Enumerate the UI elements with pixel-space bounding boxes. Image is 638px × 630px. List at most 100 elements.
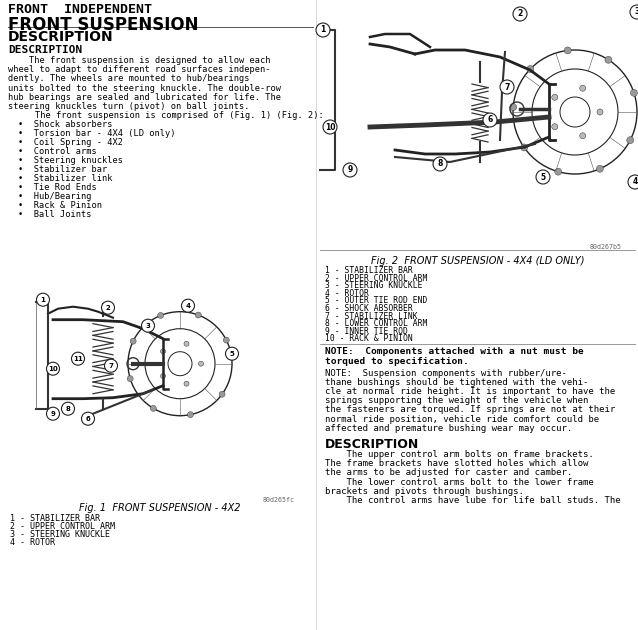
Text: The upper control arm bolts on frame brackets.: The upper control arm bolts on frame bra… <box>325 450 594 459</box>
Text: 6: 6 <box>85 416 91 421</box>
Circle shape <box>527 66 534 72</box>
Circle shape <box>184 341 189 347</box>
Text: 1: 1 <box>41 297 45 302</box>
Circle shape <box>225 347 239 360</box>
Circle shape <box>630 89 637 96</box>
Text: •  Stabilizer link: • Stabilizer link <box>18 175 112 183</box>
Text: 80d265fc: 80d265fc <box>263 497 295 503</box>
Circle shape <box>597 165 604 172</box>
Circle shape <box>161 374 165 379</box>
Text: 6 - SHOCK ABSORBER: 6 - SHOCK ABSORBER <box>325 304 413 313</box>
Circle shape <box>510 104 517 111</box>
Circle shape <box>500 80 514 94</box>
Circle shape <box>223 337 229 343</box>
Text: 2: 2 <box>517 9 523 18</box>
Text: 4: 4 <box>632 178 637 186</box>
Text: 7: 7 <box>108 363 114 369</box>
Circle shape <box>198 361 204 366</box>
Circle shape <box>181 299 195 312</box>
Text: FRONT SUSPENSION: FRONT SUSPENSION <box>8 16 198 34</box>
Text: FRONT  INDEPENDENT: FRONT INDEPENDENT <box>8 3 152 16</box>
Text: Fig. 1  FRONT SUSPENSION - 4X2: Fig. 1 FRONT SUSPENSION - 4X2 <box>79 503 241 513</box>
Text: brackets and pivots through bushings.: brackets and pivots through bushings. <box>325 487 524 496</box>
Text: •  Stabilizer bar: • Stabilizer bar <box>18 166 107 175</box>
Text: units bolted to the steering knuckle. The double-row: units bolted to the steering knuckle. Th… <box>8 84 281 93</box>
Text: The front suspension is designed to allow each: The front suspension is designed to allo… <box>8 56 271 65</box>
Circle shape <box>554 168 561 175</box>
Circle shape <box>552 123 558 130</box>
Circle shape <box>627 137 634 144</box>
Text: 4 - ROTOR: 4 - ROTOR <box>325 289 369 298</box>
Text: affected and premature bushing wear may occur.: affected and premature bushing wear may … <box>325 424 572 433</box>
Text: The control arms have lube for life ball studs. The: The control arms have lube for life ball… <box>325 496 621 505</box>
Circle shape <box>536 170 550 184</box>
Text: •  Control arms: • Control arms <box>18 147 97 156</box>
Circle shape <box>127 375 133 382</box>
Text: 10 - RACK & PINION: 10 - RACK & PINION <box>325 335 413 343</box>
Text: 1: 1 <box>320 25 325 35</box>
Circle shape <box>605 56 612 63</box>
Text: 80d267b5: 80d267b5 <box>590 244 622 250</box>
Circle shape <box>130 338 136 344</box>
Text: The front suspension is comprised of (Fig. 1) (Fig. 2):: The front suspension is comprised of (Fi… <box>14 112 323 120</box>
Circle shape <box>101 301 114 314</box>
Text: springs supporting the weight of the vehicle when: springs supporting the weight of the veh… <box>325 396 588 405</box>
Text: 9: 9 <box>347 166 353 175</box>
Circle shape <box>161 349 165 354</box>
Text: 4: 4 <box>186 302 191 309</box>
Circle shape <box>630 5 638 19</box>
Text: dently. The wheels are mounted to hub/bearings: dently. The wheels are mounted to hub/be… <box>8 74 249 83</box>
Text: 3 - STEERING KNUCKLE: 3 - STEERING KNUCKLE <box>10 530 110 539</box>
Text: Fig. 2  FRONT SUSPENSION - 4X4 (LD ONLY): Fig. 2 FRONT SUSPENSION - 4X4 (LD ONLY) <box>371 256 585 266</box>
Text: 8: 8 <box>66 406 70 411</box>
Text: 3: 3 <box>634 8 638 16</box>
Text: 3 - STEERING KNUCKLE: 3 - STEERING KNUCKLE <box>325 281 422 290</box>
Text: cle at normal ride height. It is important to have the: cle at normal ride height. It is importa… <box>325 387 615 396</box>
Circle shape <box>82 412 94 425</box>
Text: 4 - ROTOR: 4 - ROTOR <box>10 538 55 547</box>
Circle shape <box>47 362 59 375</box>
Text: •  Shock absorbers: • Shock absorbers <box>18 120 112 129</box>
Circle shape <box>628 175 638 189</box>
Text: DESCRIPTION: DESCRIPTION <box>325 438 419 451</box>
Circle shape <box>158 312 163 318</box>
Circle shape <box>36 293 50 306</box>
Circle shape <box>521 144 528 151</box>
Circle shape <box>597 109 603 115</box>
Circle shape <box>151 405 156 411</box>
Circle shape <box>564 47 571 54</box>
Text: 6: 6 <box>487 115 493 125</box>
Text: torqued to specification.: torqued to specification. <box>325 357 469 365</box>
Circle shape <box>483 113 497 127</box>
Circle shape <box>71 352 84 365</box>
Text: DESCRIPTION: DESCRIPTION <box>8 45 82 55</box>
Text: thane bushings should be tightened with the vehi-: thane bushings should be tightened with … <box>325 378 588 387</box>
Circle shape <box>61 402 75 415</box>
Text: steering knuckles turn (pivot) on ball joints.: steering knuckles turn (pivot) on ball j… <box>8 102 249 111</box>
Text: 7 - STABILIZER LINK: 7 - STABILIZER LINK <box>325 312 418 321</box>
Circle shape <box>513 7 527 21</box>
Circle shape <box>188 411 193 418</box>
Text: 1 - STABILIZER BAR: 1 - STABILIZER BAR <box>325 266 413 275</box>
Text: 5: 5 <box>540 173 545 181</box>
Text: •  Ball Joints: • Ball Joints <box>18 210 91 219</box>
Text: 2 - UPPER CONTROL ARM: 2 - UPPER CONTROL ARM <box>325 273 427 283</box>
Text: the fasteners are torqued. If springs are not at their: the fasteners are torqued. If springs ar… <box>325 405 615 415</box>
Text: 2: 2 <box>106 305 110 311</box>
Text: 10: 10 <box>325 122 335 132</box>
Circle shape <box>552 94 558 100</box>
Text: 8: 8 <box>437 159 443 168</box>
Text: •  Rack & Pinion: • Rack & Pinion <box>18 202 102 210</box>
Text: DESCRIPTION: DESCRIPTION <box>8 30 114 44</box>
Circle shape <box>323 120 337 134</box>
Circle shape <box>142 319 154 332</box>
Text: •  Hub/Bearing: • Hub/Bearing <box>18 192 91 202</box>
Circle shape <box>47 407 59 420</box>
Text: NOTE:  Components attached with a nut must be: NOTE: Components attached with a nut mus… <box>325 347 584 356</box>
Circle shape <box>343 163 357 177</box>
Text: The frame brackets have slotted holes which allow: The frame brackets have slotted holes wh… <box>325 459 588 468</box>
Text: normal ride position, vehicle ride comfort could be: normal ride position, vehicle ride comfo… <box>325 415 599 423</box>
Text: 10: 10 <box>48 365 58 372</box>
Text: •  Coil Spring - 4X2: • Coil Spring - 4X2 <box>18 139 123 147</box>
Circle shape <box>219 391 225 398</box>
